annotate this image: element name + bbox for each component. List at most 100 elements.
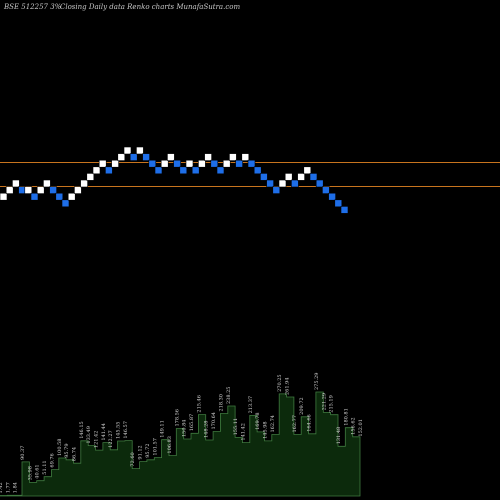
renko-brick-up — [123, 146, 132, 155]
renko-brick-up — [36, 186, 45, 194]
volume-label: 169.78 — [255, 412, 261, 430]
volume-label: 35.98 — [27, 466, 33, 480]
volume-label: 261.94 — [285, 378, 291, 396]
volume-label: 90.37 — [20, 446, 26, 460]
volume-label: 146.57 — [123, 421, 129, 439]
renko-brick-down — [191, 166, 200, 175]
volume-label: 51.11 — [42, 460, 48, 474]
volume-area-path — [0, 391, 361, 497]
renko-brick-down — [210, 159, 219, 168]
renko-brick-up — [5, 186, 14, 194]
renko-brick-down — [334, 199, 343, 208]
volume-label: 95.79 — [64, 443, 70, 457]
volume-label: 40.61 — [35, 464, 41, 478]
volume-label: 149.11 — [160, 420, 166, 438]
volume-label: 215.46 — [196, 395, 202, 413]
volume-label: 162.74 — [270, 415, 276, 433]
volume-label: 72.60 — [130, 452, 136, 466]
volume-label: 141.44 — [101, 423, 107, 441]
volume-label: 270.25 — [277, 374, 283, 392]
renko-brick-up — [117, 153, 126, 161]
renko-brick-down — [142, 153, 150, 161]
volume-label: 131.48 — [336, 427, 342, 445]
volume-label: 148.28 — [204, 421, 210, 439]
volume-label: 1.77 — [5, 482, 11, 493]
renko-brick-up — [297, 173, 305, 181]
renko-brick-down — [291, 179, 299, 188]
renko-brick-down — [272, 186, 281, 194]
volume-label: 165.87 — [189, 414, 195, 432]
volume-label: 122.27 — [108, 430, 114, 448]
volume-label: 152.01 — [358, 419, 364, 437]
volume-label: 1.84 — [13, 482, 19, 493]
renko-brick-down — [148, 159, 157, 168]
renko-brick-down — [340, 206, 349, 214]
renko-brick-up — [229, 153, 237, 161]
renko-brick-down — [328, 192, 336, 201]
volume-label: 146.15 — [79, 421, 85, 439]
renko-brick-down — [253, 166, 262, 175]
renko-brick-down — [266, 179, 274, 188]
renko-brick-up — [185, 159, 194, 168]
volume-label: 69.76 — [49, 453, 55, 467]
renko-brick-up — [284, 173, 293, 181]
renko-brick-down — [154, 166, 163, 175]
volume-label: 275.29 — [314, 373, 320, 391]
renko-brick-up — [303, 166, 312, 175]
volume-label: 95.72 — [145, 443, 151, 457]
volume-label: 145.98 — [263, 421, 269, 439]
volume-label: 162.77 — [292, 415, 298, 433]
renko-bricks — [0, 146, 349, 214]
volume-label: 150.84 — [182, 420, 188, 438]
renko-brick-down — [216, 166, 225, 175]
renko-brick-up — [92, 166, 101, 175]
volume-label: 145.55 — [116, 422, 122, 440]
volume-area — [0, 391, 361, 497]
volume-label: 86.74 — [72, 447, 78, 461]
renko-brick-down — [105, 166, 113, 175]
renko-brick-up — [80, 179, 88, 188]
volume-label: 238.25 — [226, 387, 232, 405]
renko-brick-up — [86, 173, 95, 181]
volume-label: 141.42 — [240, 423, 246, 441]
renko-brick-up — [12, 179, 20, 188]
renko-brick-down — [55, 192, 64, 201]
volume-label: 178.56 — [174, 409, 180, 427]
renko-brick-up — [98, 159, 107, 168]
volume-label: 100.58 — [57, 439, 63, 457]
volume-label: 180.81 — [343, 408, 349, 426]
renko-brick-up — [204, 153, 212, 161]
chart-symbol: BSE 512257 3% — [3, 3, 62, 11]
renko-brick-up — [136, 146, 144, 155]
renko-brick-up — [111, 159, 119, 168]
renko-brick-down — [315, 179, 324, 188]
renko-brick-down — [49, 186, 57, 194]
renko-brick-down — [235, 159, 243, 168]
volume-label: 209.72 — [299, 397, 305, 415]
volume-label: 155.11 — [233, 418, 239, 436]
volume-label: 213.37 — [248, 396, 254, 413]
renko-brick-up — [67, 192, 76, 201]
volume-label: 156.62 — [351, 417, 357, 435]
renko-brick-up — [222, 159, 231, 168]
renko-brick-down — [260, 173, 268, 181]
renko-brick-down — [30, 192, 39, 201]
renko-brick-up — [0, 192, 8, 201]
renko-brick-down — [173, 159, 181, 168]
renko-brick-down — [179, 166, 188, 175]
volume-label: 218.30 — [218, 394, 224, 412]
renko-brick-up — [278, 179, 287, 188]
volume-label: 106.83 — [167, 436, 173, 454]
renko-brick-up — [167, 153, 175, 161]
volume-label: 121.42 — [94, 431, 100, 449]
volume-label: 215.19 — [329, 395, 335, 413]
volume-label: 164.66 — [307, 414, 313, 432]
renko-brick-down — [309, 173, 318, 181]
volume-label: 221.29 — [321, 393, 327, 411]
renko-brick-down — [61, 199, 70, 208]
renko-brick-up — [43, 179, 51, 188]
renko-brick-up — [160, 159, 169, 168]
